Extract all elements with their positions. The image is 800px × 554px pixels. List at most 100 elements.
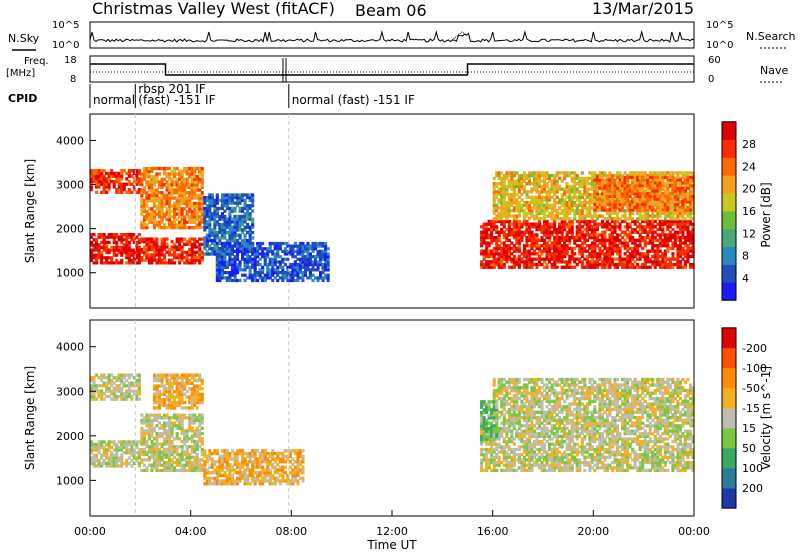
range-cell (678, 252, 682, 256)
range-cell (573, 209, 577, 213)
range-cell (248, 228, 252, 232)
range-cell (638, 200, 642, 204)
range-cell (583, 203, 587, 207)
range-cell (633, 249, 637, 253)
range-cell (515, 222, 519, 226)
range-cell (563, 265, 567, 269)
range-cell (173, 455, 177, 459)
range-cell (555, 195, 559, 199)
range-cell (600, 192, 604, 196)
range-cell (296, 268, 300, 272)
range-cell (543, 171, 547, 175)
range-cell (588, 206, 592, 210)
range-cell (548, 211, 552, 215)
range-cell (550, 265, 554, 269)
range-cell (616, 200, 620, 204)
range-cell (135, 261, 139, 265)
range-cell (135, 182, 139, 186)
range-cell (200, 183, 204, 187)
range-cell (100, 233, 104, 237)
range-cell (145, 209, 149, 214)
range-cell (512, 174, 516, 178)
range-cell (487, 265, 491, 269)
range-cell (570, 206, 574, 210)
range-cell (140, 447, 144, 451)
range-cell (140, 212, 144, 216)
range-cell (230, 260, 234, 264)
range-cell (273, 244, 277, 248)
range-cell (485, 260, 489, 264)
range-cell (507, 252, 511, 256)
range-cell (243, 263, 247, 267)
range-cell (668, 206, 672, 210)
range-cell (102, 240, 106, 244)
range-cell (653, 244, 657, 248)
range-cell (490, 219, 494, 224)
colorbar-segment (722, 246, 736, 265)
range-cell (233, 233, 237, 237)
range-cell (142, 248, 146, 252)
range-cell (497, 219, 501, 224)
range-cell (686, 219, 690, 224)
range-cell (558, 225, 562, 229)
range-cell (225, 206, 229, 211)
range-cell (492, 190, 496, 194)
range-cell (152, 416, 156, 420)
range-cell (656, 211, 660, 215)
range-cell (213, 225, 217, 229)
range-cell (102, 243, 106, 247)
range-cell (160, 201, 164, 206)
range-cell (510, 179, 514, 183)
range-cell (298, 265, 302, 269)
range-cell (588, 203, 592, 207)
range-cell (253, 273, 257, 277)
range-cell (203, 236, 207, 240)
range-cell (165, 453, 169, 457)
range-cell (215, 276, 219, 280)
range-cell (241, 241, 245, 246)
range-cell (100, 384, 104, 388)
range-cell (540, 179, 544, 183)
range-cell (291, 255, 295, 259)
range-cell (326, 263, 330, 267)
range-cell (208, 214, 212, 219)
range-cell (251, 273, 255, 277)
range-cell (628, 186, 632, 190)
range-cell (543, 176, 547, 180)
range-cell (580, 182, 584, 186)
range-cell (492, 184, 496, 189)
range-cell (236, 204, 240, 208)
range-cell (233, 271, 237, 275)
range-cell (538, 222, 542, 226)
range-cell (256, 252, 260, 256)
range-cell (155, 193, 159, 197)
range-cell (550, 233, 554, 237)
range-cell (326, 265, 330, 269)
range-cell (185, 199, 189, 203)
range-cell (200, 256, 204, 260)
range-cell (570, 203, 574, 207)
range-cell (497, 260, 501, 264)
range-cell (293, 271, 297, 275)
range-cell (593, 262, 597, 267)
range-cell (555, 249, 559, 253)
range-cell (308, 247, 312, 251)
range-cell (142, 226, 146, 230)
range-cell (568, 203, 572, 207)
range-cell (487, 222, 491, 226)
range-cell (112, 235, 116, 239)
range-cell (243, 268, 247, 272)
range-cell (495, 214, 499, 218)
range-cell (311, 265, 315, 269)
range-cell (298, 276, 302, 280)
range-cell (512, 184, 516, 189)
range-cell (140, 434, 144, 438)
range-cell (145, 172, 149, 176)
range-cell (603, 178, 607, 182)
range-cell (203, 247, 207, 251)
range-cell (570, 209, 574, 213)
range-cell (95, 256, 99, 260)
range-cell (306, 257, 310, 261)
range-cell (671, 214, 675, 218)
range-cell (532, 171, 536, 175)
